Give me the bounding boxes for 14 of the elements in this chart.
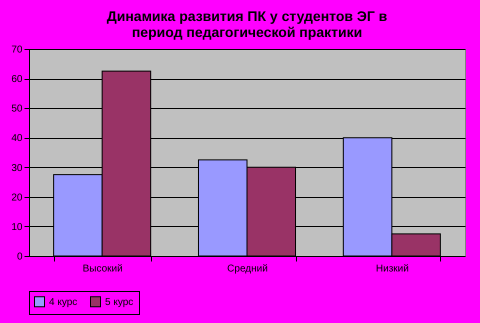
y-tick-label: 10 [11, 222, 23, 233]
y-tick-label: 70 [11, 44, 23, 56]
x-tick-label: Средний [227, 264, 268, 274]
y-tick-label: 60 [11, 74, 23, 86]
y-tick-label: 50 [11, 104, 23, 115]
y-tick-label: 30 [11, 162, 23, 174]
legend-label: 4 курс [49, 296, 78, 308]
legend-label: 5 курс [105, 296, 134, 308]
y-tick-label: 40 [11, 133, 23, 144]
x-tick-label: Высокий [82, 264, 123, 274]
y-tick-label: 20 [11, 192, 23, 204]
chart-title: Динамика развития ПК у студентов ЭГ в период педагогической практики [106, 8, 388, 40]
x-tick-label: Низкий [376, 264, 409, 274]
y-tick-label: 0 [16, 252, 23, 262]
